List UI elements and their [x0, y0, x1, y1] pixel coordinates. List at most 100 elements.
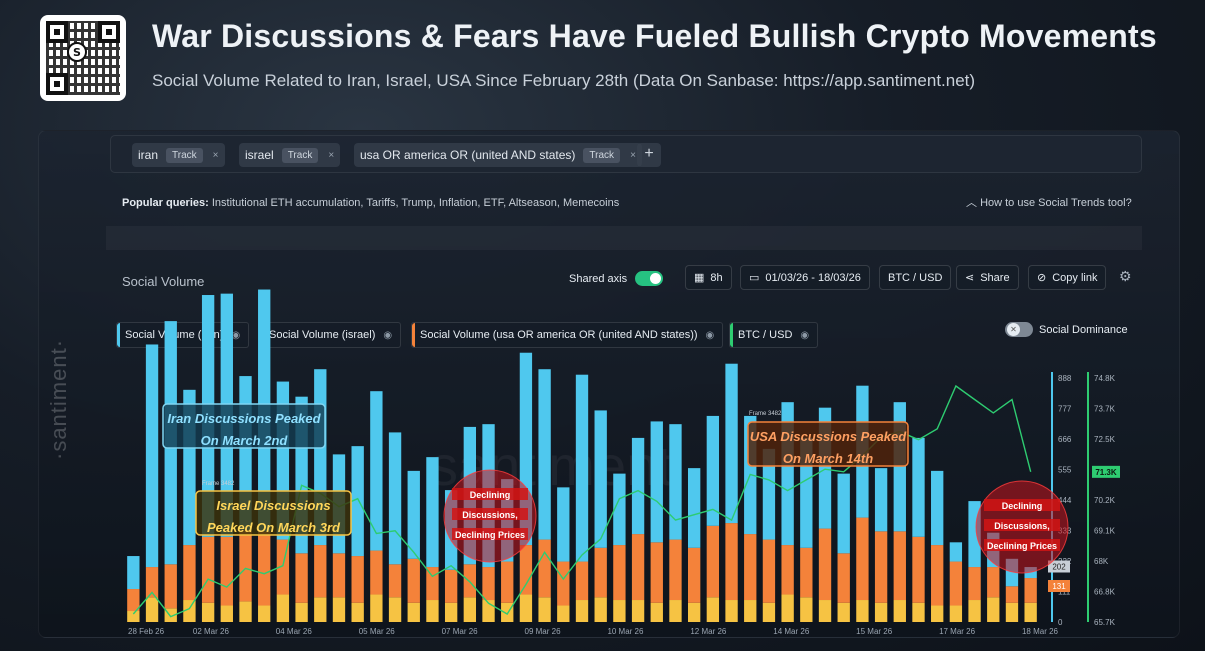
eye-icon[interactable]: ◉ [705, 329, 715, 341]
bar-israel [631, 600, 645, 622]
social-axis-tick: 444 [1058, 496, 1072, 505]
query-chip-label: usa OR america OR (united AND states) [360, 148, 576, 162]
qr-finder-icon [46, 73, 68, 95]
section-label: Social Volume [122, 274, 205, 289]
bar-israel [463, 597, 477, 622]
qr-code: S [40, 15, 126, 101]
current-price-label: 71.3K [1095, 468, 1117, 477]
bar-iran [874, 468, 888, 532]
page-title: War Discussions & Fears Have Fueled Bull… [152, 18, 1157, 54]
divider-band [106, 226, 1142, 250]
current-value-tag [1048, 580, 1070, 593]
legend-swatch [730, 323, 733, 347]
close-icon[interactable]: × [328, 149, 335, 161]
bar-israel [388, 597, 402, 622]
pair-value: BTC / USD [888, 271, 943, 284]
query-chip-israel[interactable]: israel Track × [239, 143, 341, 167]
social-dominance-toggle[interactable]: Social Dominance [1005, 322, 1128, 337]
bar-israel [818, 600, 832, 622]
toggle-off-icon[interactable] [1005, 322, 1033, 337]
bar-israel [444, 602, 458, 622]
copy-link-button[interactable]: ⊘ Copy link [1028, 265, 1107, 290]
track-button[interactable]: Track [166, 147, 203, 163]
current-value-label: 131 [1052, 582, 1066, 591]
bar-israel [276, 594, 290, 622]
bar-iran [650, 421, 663, 543]
gear-icon[interactable]: ⚙ [1119, 268, 1132, 284]
date-range-picker[interactable]: ▭ 01/03/26 - 18/03/26 [740, 265, 870, 290]
bar-usa [258, 531, 271, 606]
track-button[interactable]: Track [281, 147, 319, 163]
bar-israel [538, 597, 551, 622]
bar-usa [744, 534, 757, 601]
toggle-on-icon[interactable] [635, 271, 664, 286]
bar-israel [1005, 602, 1019, 622]
share-button[interactable]: ⋖ Share [956, 265, 1019, 290]
annotation-declining-1-text: Discussions, [462, 510, 518, 520]
qr-finder-icon [46, 21, 68, 43]
bar-usa [351, 556, 364, 603]
bar-israel [931, 605, 944, 622]
how-to-link[interactable]: ︿ How to use Social Trends tool? [966, 194, 1132, 210]
close-icon[interactable]: × [212, 149, 219, 161]
bar-usa [949, 561, 963, 606]
x-tick-label: 18 Mar 26 [1022, 627, 1059, 636]
santiment-logo-icon: S [67, 42, 87, 62]
add-query-button[interactable]: + [637, 143, 661, 167]
interval-select[interactable]: ▦ 8h [685, 265, 732, 290]
annotation-usa-text: On March 14th [783, 451, 873, 466]
track-button[interactable]: Track [583, 147, 621, 163]
annotation-usa-box [747, 421, 909, 467]
bar-usa [631, 534, 645, 601]
social-axis-tick: 0 [1058, 618, 1063, 627]
annotation-declining-2-text: Declining Prices [987, 541, 1057, 551]
shared-axis-toggle[interactable]: Shared axis [569, 271, 664, 286]
bar-iran [388, 432, 402, 565]
eye-icon[interactable]: ◉ [231, 329, 241, 341]
legend-item-usa[interactable]: Social Volume (usa OR america OR (united… [411, 322, 724, 348]
eye-icon[interactable]: ◉ [800, 329, 810, 341]
x-tick-label: 28 Feb 26 [128, 627, 165, 636]
bar-iran [613, 473, 626, 546]
legend-swatch [117, 323, 120, 347]
bar-iran [426, 457, 439, 568]
bar-israel [968, 600, 981, 622]
x-tick-label: 12 Mar 26 [690, 627, 727, 636]
popular-queries-list[interactable]: Institutional ETH accumulation, Tariffs,… [211, 197, 620, 209]
bar-iran [687, 468, 701, 548]
annotation-usa-text: USA Discussions Peaked [750, 429, 907, 444]
bar-usa [164, 564, 177, 609]
how-to-label: How to use Social Trends tool? [980, 197, 1132, 209]
query-chip-label: israel [245, 148, 274, 162]
bar-usa [613, 545, 626, 601]
bar-usa [407, 558, 420, 603]
price-axis-tick: 69.1K [1094, 527, 1116, 536]
legend-item-israel[interactable]: Social Volume (israel) ◉ [260, 322, 402, 348]
price-axis-tick: 70.2K [1094, 496, 1116, 505]
legend-item-btc[interactable]: BTC / USD ◉ [729, 322, 819, 348]
bar-usa [650, 542, 663, 603]
bar-usa [893, 531, 906, 601]
bar-iran [370, 391, 383, 551]
bar-iran [669, 424, 682, 540]
copy-link-label: Copy link [1052, 271, 1098, 284]
bar-usa [912, 536, 925, 603]
close-icon[interactable]: × [630, 149, 636, 161]
social-axis-tick: 888 [1058, 374, 1072, 383]
query-chip-iran[interactable]: iran Track × [132, 143, 225, 167]
x-tick-label: 05 Mar 26 [359, 627, 396, 636]
bar-israel [370, 594, 383, 622]
eye-icon[interactable]: ◉ [383, 329, 393, 341]
bar-usa [706, 525, 720, 598]
bar-usa [444, 569, 458, 603]
current-value-tag [1048, 560, 1070, 573]
bar-usa [220, 536, 233, 606]
pair-select[interactable]: BTC / USD [879, 265, 952, 290]
annotation-declining-2-text-bg [984, 539, 1060, 551]
x-tick-label: 04 Mar 26 [276, 627, 313, 636]
x-tick-label: 09 Mar 26 [525, 627, 562, 636]
bar-israel [987, 597, 1000, 622]
query-chip-usa[interactable]: usa OR america OR (united AND states) Tr… [354, 143, 642, 167]
date-range-value: 01/03/26 - 18/03/26 [765, 271, 861, 284]
bar-israel [220, 605, 233, 622]
